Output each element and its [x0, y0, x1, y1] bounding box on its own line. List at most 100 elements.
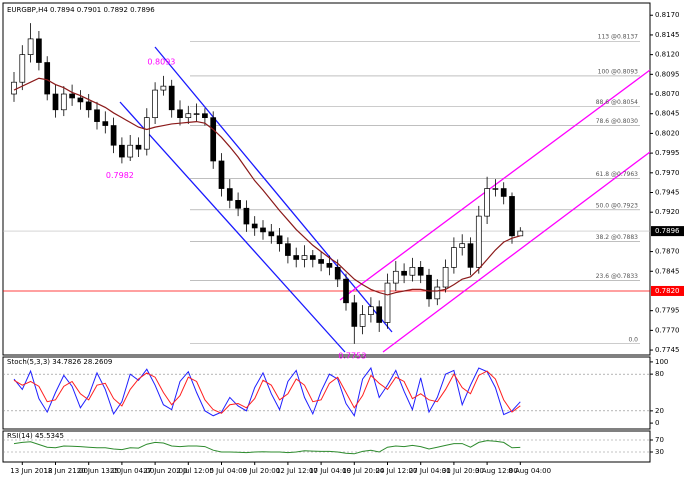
fib-label: 88.6 @0.8054 — [596, 99, 638, 106]
y-tick-label: 70 — [655, 436, 664, 444]
price-annotation: 0.7753 — [338, 351, 366, 360]
candle-body — [110, 125, 117, 146]
candle-body — [251, 223, 258, 229]
candle-body — [343, 278, 349, 304]
candle-body — [484, 188, 490, 217]
rsi-title: RSI(14) 45.5345 — [7, 432, 64, 440]
candle-body — [459, 243, 466, 248]
blue-channel-lower — [119, 101, 346, 353]
main-title: EURGBP,H4 0.7894 0.7901 0.7892 0.7896 — [7, 6, 155, 14]
y-tick-label: 0 — [655, 419, 659, 427]
candle-body — [160, 85, 167, 91]
candle-body — [492, 188, 499, 190]
candle-body — [268, 231, 275, 237]
stoch-frame — [2, 356, 651, 430]
x-tick-label: 27 Jul 04:00 — [409, 467, 451, 475]
candle-body — [235, 200, 241, 209]
candle-body — [152, 89, 158, 119]
fib-label: 78.6 @0.8030 — [596, 118, 638, 125]
x-tick-label: 12 Jul 12:00 — [276, 467, 318, 475]
y-tick-label: 0.7845 — [655, 267, 680, 275]
price-annotation: 0.7982 — [106, 171, 134, 180]
candle-body — [475, 215, 482, 268]
fib-label: 50.0 @0.7923 — [596, 202, 638, 209]
rsi-frame — [2, 430, 651, 463]
price-box — [651, 226, 684, 237]
stoch-title: Stoch(5,3,3) 34.7826 28.2609 — [7, 358, 112, 366]
y-tick-label: 0.8120 — [655, 51, 680, 59]
blue-channel-upper — [154, 46, 393, 333]
x-tick-label: 18 Jun 21:00 — [44, 467, 88, 475]
y-tick-label: 0.8045 — [655, 110, 680, 118]
candle-body — [193, 113, 200, 115]
price-annotation: 0.8093 — [147, 57, 175, 66]
candle-body — [351, 302, 358, 327]
candle-body — [285, 243, 291, 256]
x-tick-label: 3 Aug 12:00 — [475, 467, 518, 475]
x-tick-label: 2 Jul 12:00 — [176, 467, 214, 475]
candle-body — [392, 270, 399, 284]
x-tick-label: 19 Jul 20:00 — [342, 467, 384, 475]
x-tick-label: 17 Jul 04:00 — [309, 467, 351, 475]
candle-body — [185, 113, 192, 119]
candle-body — [334, 266, 341, 280]
candle-body — [293, 255, 300, 260]
main-frame — [2, 2, 651, 356]
x-tick-label: 24 Jul 12:00 — [376, 467, 418, 475]
price-box-label: 0.7820 — [655, 287, 680, 295]
candle-body — [218, 160, 225, 189]
candle-body — [467, 243, 474, 268]
x-tick-label: 9 Jul 20:00 — [243, 467, 281, 475]
x-tick-label: 8 Aug 04:00 — [508, 467, 551, 475]
candle-body — [202, 113, 208, 119]
candle-body — [52, 93, 59, 111]
candle-body — [243, 207, 250, 225]
x-tick-label: 27 Jun 20:00 — [143, 467, 187, 475]
candle-body — [417, 266, 424, 276]
x-tick-label: 13 Jun 2012 — [10, 467, 52, 475]
x-tick-label: 31 Jul 20:00 — [442, 467, 484, 475]
candle-body — [94, 109, 100, 122]
fib-label: 38.2 @0.7883 — [596, 234, 638, 241]
y-tick-label: 0.7995 — [655, 149, 680, 157]
candle-body — [69, 93, 75, 99]
y-tick-label: 0.8020 — [655, 129, 680, 137]
candle-body — [119, 144, 125, 158]
candle-body — [434, 286, 441, 300]
candle-body — [143, 117, 150, 150]
fib-label: 0.0 — [628, 336, 638, 343]
last-price-label: 0.7896 — [655, 227, 680, 235]
candle-body — [376, 306, 383, 323]
candle-body — [368, 306, 374, 315]
y-tick-label: 0.7920 — [655, 208, 680, 216]
x-tick-label: 25 Jun 04:00 — [110, 467, 154, 475]
candle-body — [127, 144, 134, 158]
fib-label: 61.8 @0.7963 — [596, 171, 638, 178]
y-tick-label: 30 — [655, 448, 664, 456]
y-tick-label: 0.8070 — [655, 90, 680, 98]
candle-body — [276, 235, 283, 245]
candle-body — [77, 97, 84, 103]
candle-body — [509, 196, 515, 237]
y-tick-label: 80 — [655, 370, 664, 378]
x-tick-label: 5 Jul 04:00 — [210, 467, 248, 475]
candle-body — [451, 247, 457, 268]
y-tick-label: 0.7970 — [655, 169, 680, 177]
moving-average — [13, 77, 521, 296]
fib-label: 23.6 @0.7833 — [596, 273, 638, 280]
candle-body — [11, 81, 17, 95]
candle-body — [260, 227, 266, 233]
candle-body — [359, 314, 366, 327]
candle-body — [60, 93, 67, 111]
candle-body — [102, 121, 109, 126]
candle-body — [442, 266, 449, 288]
fib-label: 113 @0.8137 — [598, 34, 639, 41]
candle-body — [318, 259, 324, 264]
indicator-line — [13, 366, 521, 417]
candle-body — [409, 266, 416, 276]
candle-body — [177, 109, 183, 119]
candle-body — [401, 270, 407, 276]
candle-body — [135, 144, 142, 150]
